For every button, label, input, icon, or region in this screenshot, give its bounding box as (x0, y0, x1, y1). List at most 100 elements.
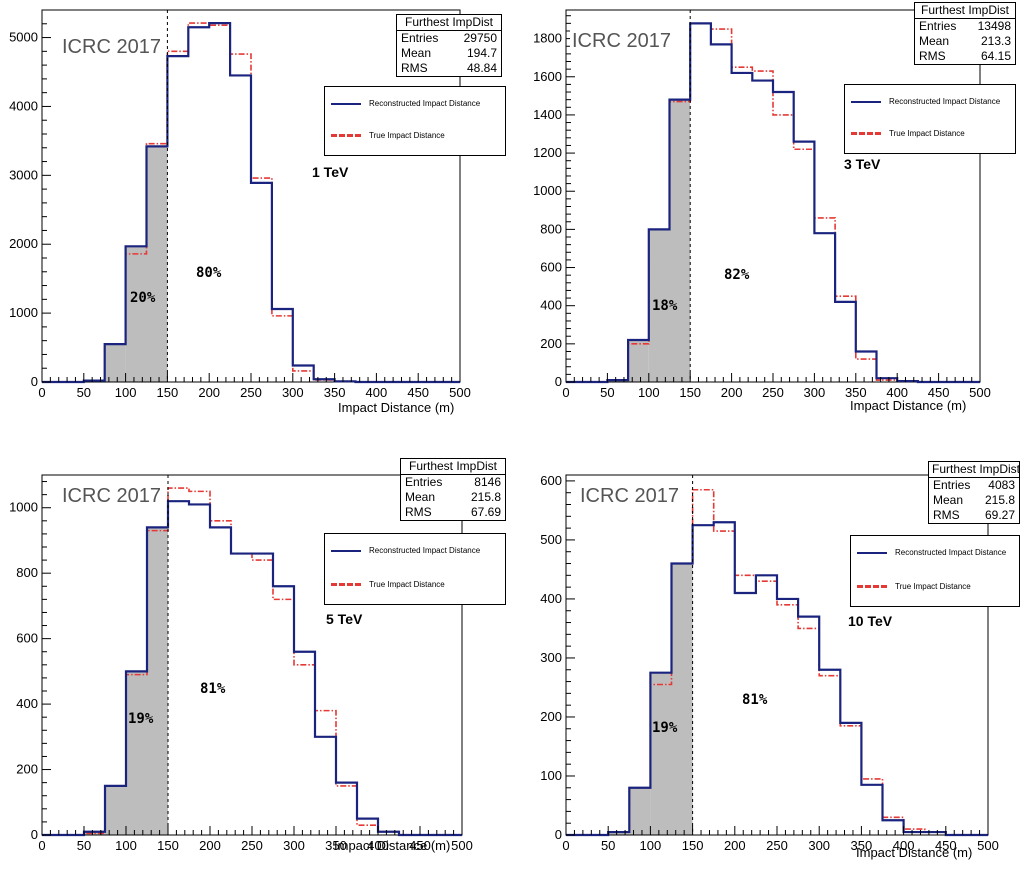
percent-right: 81% (742, 692, 768, 708)
true-series (566, 22, 980, 383)
legend-reco-line (331, 549, 361, 552)
x-tick-label: 350 (851, 838, 873, 853)
energy-label: 3 TeV (844, 156, 881, 172)
legend-true-line (331, 583, 361, 586)
entries-label: Entries (919, 19, 957, 33)
shaded-bin (126, 671, 147, 835)
mean-label: Mean (401, 46, 432, 60)
shaded-bin (650, 672, 672, 835)
y-tick-label: 400 (16, 696, 38, 711)
legend-reco-label: Reconstructed Impact Distance (895, 548, 1007, 557)
histogram-panel-10tev: 0 50 100 150 200 250 300 350 400 450 500 0 100 200 300… (510, 435, 1020, 870)
stats-box: Furthest ImpDist Entries 13498 Mean 213.3 … (914, 2, 1016, 65)
x-axis-title: Impact Distance (m) (338, 400, 455, 415)
x-tick-label: 50 (77, 385, 91, 400)
stats-box: Furthest ImpDist Entries 8146 Mean 215.8 R… (400, 458, 506, 521)
stats-title: Furthest ImpDist (915, 3, 1015, 19)
plot-frame (565, 9, 981, 383)
y-tick-label: 300 (540, 650, 562, 665)
y-tick-label: 4000 (9, 98, 38, 113)
x-tick-label: 450 (409, 838, 431, 853)
shaded-bin (608, 832, 630, 835)
legend: Reconstructed Impact Distance True Impac… (324, 86, 506, 156)
x-tick-label: 100 (115, 385, 137, 400)
energy-label: 10 TeV (848, 613, 893, 629)
y-tick-label: 400 (540, 591, 562, 606)
entries-label: Entries (405, 475, 443, 489)
mean-label: Mean (919, 34, 950, 48)
x-tick-label: 300 (808, 838, 830, 853)
y-tick-label: 1400 (533, 107, 562, 122)
x-axis-title: Impact Distance (m) (856, 845, 973, 860)
reconstructed-series (566, 22, 980, 384)
y-tick-label: 0 (555, 827, 562, 842)
histogram-panel-1tev: 0 50 100 150 200 250 300 350 400 450 500 0 1000 2000 3… (0, 0, 510, 435)
x-axis-title: Impact Distance (m) (850, 398, 967, 413)
percent-left: 18% (652, 298, 678, 314)
x-tick-label: 350 (324, 385, 346, 400)
legend-reco-label: Reconstructed Impact Distance (369, 546, 481, 555)
rms-value: 67.69 (470, 505, 501, 519)
legend-reco-line (331, 102, 361, 105)
stats-title: Furthest ImpDist (397, 15, 501, 31)
entries-value: 13498 (977, 19, 1011, 33)
histogram-panel-5tev: 0 50 100 150 200 250 300 350 400 450 500 0 200 400 600… (0, 435, 510, 870)
x-tick-label: 500 (977, 838, 999, 853)
entries-value: 8146 (474, 475, 501, 489)
x-tick-label: 0 (38, 838, 45, 853)
y-tick-label: 3000 (9, 167, 38, 182)
percent-right: 82% (724, 267, 750, 283)
mean-value: 215.8 (470, 490, 501, 504)
shaded-bin (146, 146, 168, 382)
y-tick-label: 1000 (9, 500, 38, 515)
shaded-bin (125, 246, 147, 382)
shaded-bin (147, 527, 168, 835)
legend: Reconstructed Impact Distance True Impac… (324, 533, 506, 605)
x-tick-label: 200 (198, 385, 220, 400)
histogram-plot: 0 50 100 150 200 250 300 350 400 450 500 0 200 400 600… (9, 474, 473, 853)
x-tick-label: 150 (157, 385, 179, 400)
x-tick-label: 0 (562, 838, 569, 853)
x-tick-label: 150 (679, 385, 701, 400)
x-tick-label: 50 (601, 838, 615, 853)
percent-left: 19% (128, 711, 154, 727)
stats-title: Furthest ImpDist (401, 459, 505, 475)
legend-reco-line (851, 100, 881, 103)
y-tick-label: 1000 (533, 183, 562, 198)
y-tick-label: 100 (540, 768, 562, 783)
x-tick-label: 200 (199, 838, 221, 853)
shaded-bin (629, 787, 651, 835)
energy-label: 5 TeV (326, 611, 363, 627)
y-tick-label: 2000 (9, 236, 38, 251)
y-tick-label: 1200 (533, 145, 562, 160)
x-tick-label: 450 (407, 385, 429, 400)
entries-value: 29750 (463, 31, 497, 45)
percent-right: 80% (196, 265, 222, 281)
legend-reco-line (857, 551, 887, 554)
histogram-plot: 0 50 100 150 200 250 300 350 400 450 500 0 100 200 300… (540, 473, 999, 853)
rms-label: RMS (919, 49, 946, 63)
entries-label: Entries (401, 31, 439, 45)
legend-true-line (331, 134, 361, 137)
reconstructed-series (42, 21, 460, 384)
y-tick-label: 600 (540, 473, 562, 488)
plot-frame (565, 474, 989, 836)
x-tick-label: 300 (282, 385, 304, 400)
legend-true-label: True Impact Distance (369, 580, 445, 589)
x-tick-label: 450 (935, 838, 957, 853)
legend-reco-label: Reconstructed Impact Distance (889, 97, 1001, 106)
icrc-watermark: ICRC 2017 (60, 36, 163, 59)
shaded-bin (669, 99, 691, 383)
y-tick-label: 1800 (533, 31, 562, 46)
y-tick-label: 200 (540, 709, 562, 724)
x-tick-label: 400 (367, 838, 389, 853)
entries-label: Entries (933, 478, 971, 492)
percent-left: 19% (652, 720, 678, 736)
mean-label: Mean (933, 493, 964, 507)
x-tick-label: 50 (600, 385, 614, 400)
x-tick-label: 100 (115, 838, 137, 853)
shaded-bin (628, 340, 649, 382)
y-tick-label: 400 (540, 298, 562, 313)
y-tick-label: 500 (540, 532, 562, 547)
x-tick-label: 500 (449, 385, 471, 400)
